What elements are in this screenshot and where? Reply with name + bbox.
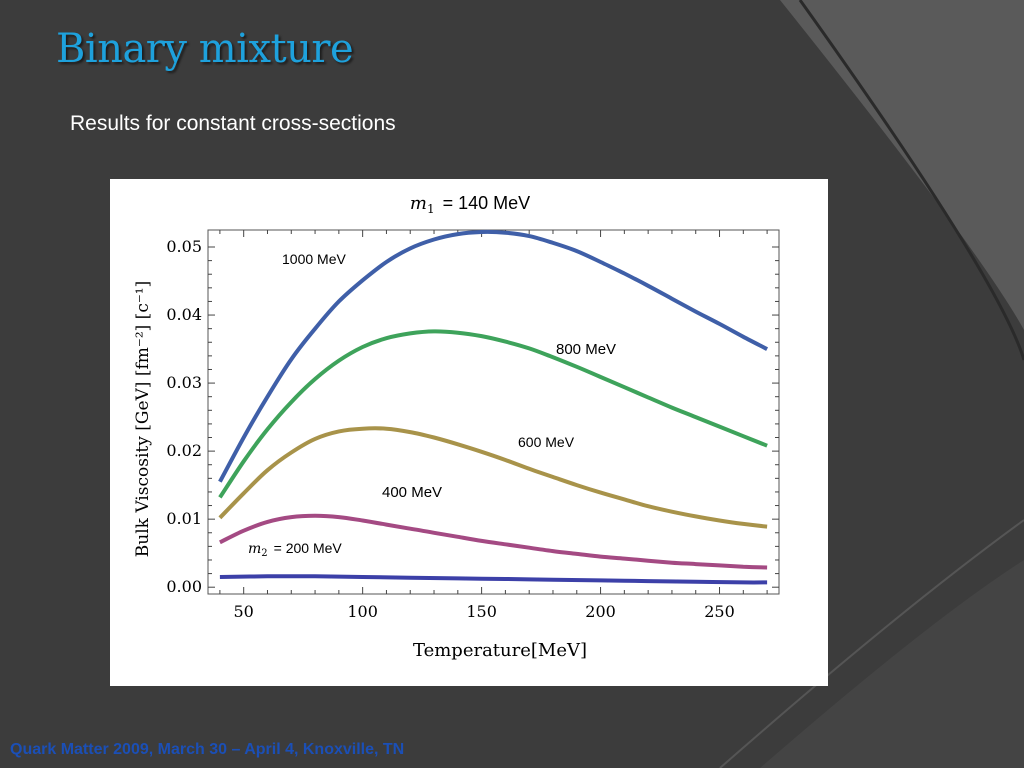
series-line-800-mev (218, 329, 768, 499)
slide-title: Binary mixture (56, 26, 354, 72)
chart-panel: m1 = 140 MeV 50 100 150 200 250 0.00 0.01 0.02 0.… (110, 179, 828, 686)
chart-title-sub: 1 (427, 202, 435, 216)
y-tick-label: 0.05 (166, 237, 202, 256)
y-tick-label: 0.00 (166, 577, 202, 596)
y-tick-label: 0.03 (166, 373, 202, 392)
background-arc-light (780, 0, 1024, 330)
background-arc-outline (798, 0, 1024, 361)
annotation-200mev-rest: = 200 MeV (274, 540, 343, 556)
x-tick-label: 150 (466, 602, 497, 621)
viscosity-chart: m1 = 140 MeV 50 100 150 200 2500.000.010.020.… (133, 193, 780, 661)
plot-frame (207, 229, 780, 595)
slide-footer: Quark Matter 2009, March 30 – April 4, K… (10, 741, 405, 758)
annotation-200mev: m2 = 200 MeV (248, 540, 342, 559)
x-tick-label: 250 (704, 602, 735, 621)
y-tick-label: 0.02 (166, 441, 202, 460)
y-tick-label: 0.01 (166, 509, 202, 528)
slide-subtitle: Results for constant cross-sections (70, 112, 396, 135)
series-line-1000-mev (218, 229, 769, 483)
x-tick-label: 100 (347, 602, 378, 621)
annotation-600mev: 600 MeV (518, 434, 575, 450)
chart-title: m1 = 140 MeV (410, 193, 530, 216)
annotation-1000mev: 1000 MeV (282, 251, 346, 267)
annotation-200mev-sub: 2 (261, 548, 267, 559)
annotation-200mev-var: m (248, 541, 261, 557)
y-tick-label: 0.04 (166, 305, 202, 324)
series-line-600-mev (218, 426, 768, 529)
chart-title-rest: = 140 MeV (443, 193, 531, 213)
annotation-800mev: 800 MeV (556, 341, 616, 358)
y-axis-label: Bulk Viscosity [GeV] [fm⁻²] [c⁻¹] (133, 281, 153, 558)
annotation-400mev: 400 MeV (382, 484, 442, 501)
chart-title-var: m (410, 193, 427, 214)
x-axis-label: Temperature[MeV] (413, 640, 587, 661)
series-line-200-mev (219, 574, 768, 585)
background-arc-lower (760, 560, 1024, 768)
series-line-400-mev (219, 513, 768, 570)
background-arc-lower-outline (719, 519, 1024, 768)
x-tick-label: 50 (234, 602, 254, 621)
x-tick-label: 200 (585, 602, 616, 621)
